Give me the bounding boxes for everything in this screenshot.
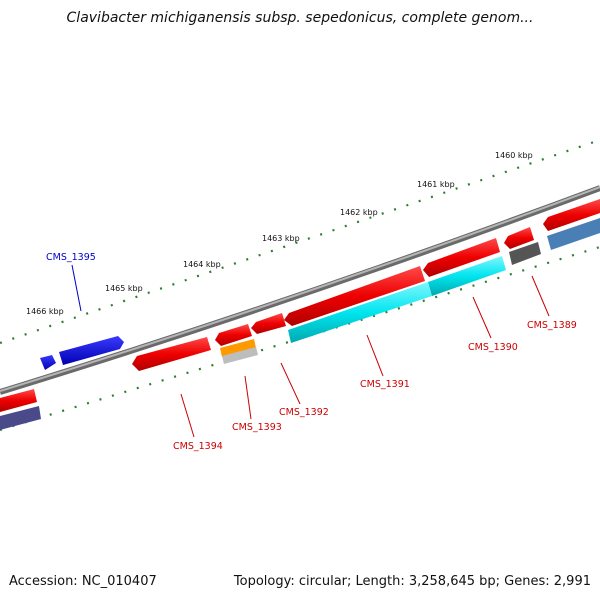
gene-label-cms-1393[interactable]: CMS_1393 bbox=[232, 422, 282, 433]
footer-topology: Topology: circular; Length: 3,258,645 bp… bbox=[233, 574, 591, 589]
gene-cms-1391-red[interactable] bbox=[284, 266, 425, 326]
gene-cms-1392-b[interactable] bbox=[251, 313, 286, 334]
ruler-label-1460: 1460 kbp bbox=[495, 151, 533, 160]
footer-accession: Accession: NC_010407 bbox=[9, 574, 157, 589]
map-title: Clavibacter michiganensis subsp. sepedon… bbox=[66, 10, 534, 26]
gene-label-cms-1389[interactable]: CMS_1389 bbox=[527, 320, 577, 331]
gene-red-top-right[interactable] bbox=[543, 199, 600, 231]
gene-cms-1392-a[interactable] bbox=[215, 324, 252, 346]
ruler-label-1461: 1461 kbp bbox=[417, 180, 455, 189]
label-connectors bbox=[71, 264, 550, 438]
gene-navy-left-edge[interactable] bbox=[0, 406, 41, 430]
reverse-strand-genes bbox=[0, 218, 600, 430]
ruler-label-1462: 1462 kbp bbox=[340, 208, 378, 217]
ruler-label-1464: 1464 kbp bbox=[183, 260, 221, 269]
gene-small-blue[interactable] bbox=[40, 355, 56, 370]
gene-label-cms-1394[interactable]: CMS_1394 bbox=[173, 441, 223, 452]
gene-label-cms-1392[interactable]: CMS_1392 bbox=[279, 407, 329, 418]
gene-cms-1394[interactable] bbox=[132, 337, 211, 371]
gene-steel-right-edge[interactable] bbox=[547, 218, 600, 250]
gene-label-cms-1390[interactable]: CMS_1390 bbox=[468, 342, 518, 353]
gene-cms-1391-cyan[interactable] bbox=[288, 282, 432, 343]
gene-red-left-edge[interactable] bbox=[0, 389, 37, 412]
ruler-labels: 1460 kbp 1461 kbp 1462 kbp 1463 kbp 1464… bbox=[26, 151, 533, 316]
gene-cms-1393-a[interactable] bbox=[220, 339, 256, 357]
gene-cms-1393-b[interactable] bbox=[222, 347, 258, 364]
gene-cms-1395[interactable] bbox=[59, 336, 124, 365]
gene-cms-1390-cyan[interactable] bbox=[428, 256, 506, 296]
gene-cms-1390-red[interactable] bbox=[423, 238, 500, 277]
ruler-label-1465: 1465 kbp bbox=[105, 284, 143, 293]
genome-backbone bbox=[0, 185, 600, 395]
gene-cms-1389-red[interactable] bbox=[504, 227, 534, 249]
outer-tick-ring bbox=[0, 138, 600, 345]
gene-cms-1389-dark[interactable] bbox=[509, 242, 541, 265]
gene-labels: CMS_1395 CMS_1394 CMS_1393 CMS_1392 CMS_… bbox=[46, 252, 577, 452]
ruler-label-1466: 1466 kbp bbox=[26, 307, 64, 316]
ruler-label-1463: 1463 kbp bbox=[262, 234, 300, 243]
gene-label-cms-1395[interactable]: CMS_1395 bbox=[46, 252, 96, 263]
forward-strand-genes bbox=[40, 199, 600, 370]
gene-label-cms-1391[interactable]: CMS_1391 bbox=[360, 379, 410, 390]
